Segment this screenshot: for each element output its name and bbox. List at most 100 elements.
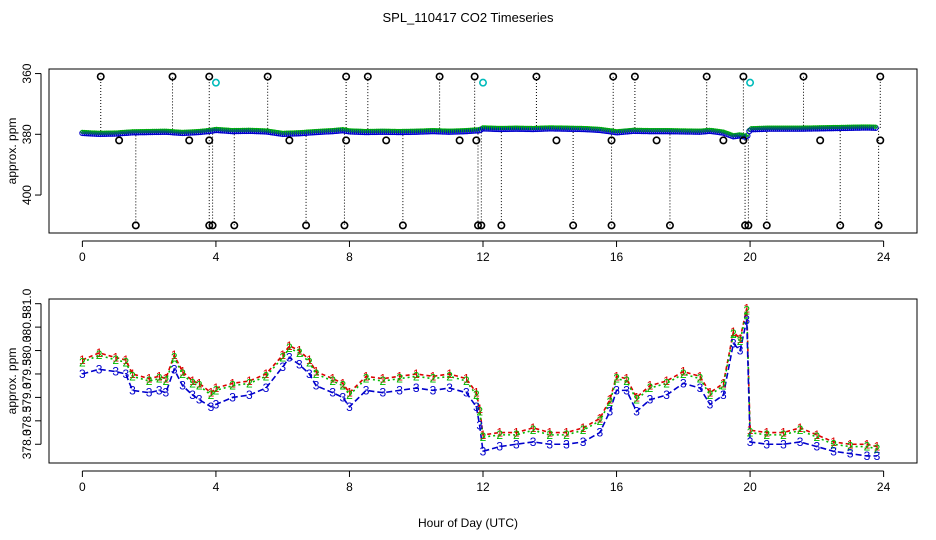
series-1-point: 1 [480,428,487,442]
series-3-line [82,319,877,457]
top-plot-frame [48,68,918,234]
series-1-point: 1 [513,426,520,440]
series-1-point: 1 [163,372,170,386]
low-outlier-marker [263,72,272,81]
series-3-point: 3 [446,381,453,395]
series-2-point: 2 [707,388,714,402]
series-3-point: 3 [743,313,750,327]
series-1-point: 1 [346,386,353,400]
series-2-point: 2 [208,388,215,402]
series-1-point: 1 [797,421,804,435]
series-2-point: 2 [229,379,236,393]
series-2-point: 2 [112,353,119,367]
x-tick-label: 20 [743,480,757,494]
series-2-point: 2 [830,437,837,451]
high-outlier-marker [762,221,771,230]
series-3-point: 3 [413,381,420,395]
series-3-point: 3 [480,444,487,458]
series-3-point: 3 [476,419,483,433]
series-2-point: 2 [814,430,821,444]
low-outlier-marker [876,72,885,81]
series-1-point: 1 [663,374,670,388]
series-3-point: 3 [780,437,787,451]
flagged-marker [478,78,487,87]
series-3-point: 3 [597,426,604,440]
low-outlier-marker [435,72,444,81]
series-1-point: 1 [112,351,119,365]
top-panel: 0 4 8 12 16 20 24 360 380 400 approx. ppm [5,63,918,264]
series-1-point: 1 [296,344,303,358]
series-2-line [82,310,878,450]
low-outlier-marker [363,72,372,81]
series-2-point: 2 [413,369,420,383]
x-axis-label: Hour of Day (UTC) [418,516,518,530]
series-2-point: 2 [196,379,203,393]
x-tick-label: 20 [743,250,757,264]
series-1-point: 1 [737,332,744,346]
series-3-point: 3 [339,390,346,404]
series-1-point: 1 [96,346,103,360]
x-tick-label: 0 [79,250,86,264]
series-3-point: 3 [171,362,178,376]
x-tick-label: 12 [476,480,490,494]
series-2-point: 2 [363,372,370,386]
high-outlier-marker [477,221,486,230]
series-2-point: 2 [122,355,129,369]
mid-outlier-marker [739,136,748,145]
x-tick-label: 4 [213,480,220,494]
series-3-point: 3 [513,437,520,451]
low-outlier-marker [630,72,639,81]
series-3-point: 3 [797,435,804,449]
series-2-point: 2 [563,428,570,442]
high-outlier-marker [874,221,883,230]
high-outlier-marker [497,221,506,230]
series-3-point: 3 [463,386,470,400]
series-1-point: 1 [730,325,737,339]
high-outlier-marker [230,221,239,230]
series-1-point: 1 [597,411,604,425]
series-2-point: 2 [346,388,353,402]
series-2-point: 2 [296,346,303,360]
low-outlier-marker [739,72,748,81]
series-3-point: 3 [763,437,770,451]
mid-outlier-marker [185,136,194,145]
series-2-point: 2 [171,351,178,365]
high-outlier-marker [665,221,674,230]
series-2-point: 2 [430,372,437,386]
baseline-point [739,132,744,137]
high-outlier-marker [208,221,217,230]
series-2-point: 2 [179,367,186,381]
low-outlier-marker [799,72,808,81]
baseline-point [721,129,726,134]
baseline-point [719,129,724,134]
series-1-point: 1 [874,440,881,454]
series-2-point: 2 [763,428,770,442]
series-3-point: 3 [496,440,503,454]
top-y-axis-label: approx. ppm [5,118,19,185]
series-1-point: 1 [246,374,253,388]
series-2-point: 2 [189,376,196,390]
series-3-point: 3 [680,376,687,390]
series-2-point: 2 [463,374,470,388]
mid-outlier-marker [205,136,214,145]
series-3-point: 3 [473,400,480,414]
series-3-point: 3 [279,360,286,374]
series-2-point: 2 [339,379,346,393]
series-1-point: 1 [780,426,787,440]
series-1-point: 1 [79,353,86,367]
series-3-point: 3 [607,404,614,418]
series-1-point: 1 [363,369,370,383]
series-3-point: 3 [730,337,737,351]
series-2-point: 2 [697,372,704,386]
series-2-point: 2 [79,355,86,369]
series-2-point: 2 [473,388,480,402]
series-3-point: 3 [707,397,714,411]
flagged-marker [746,78,755,87]
series-2-point: 2 [647,381,654,395]
series-3-point: 3 [663,388,670,402]
high-outlier-marker [836,221,845,230]
series-2-point: 2 [633,393,640,407]
series-3-point: 3 [179,379,186,393]
series-2-point: 2 [476,404,483,418]
